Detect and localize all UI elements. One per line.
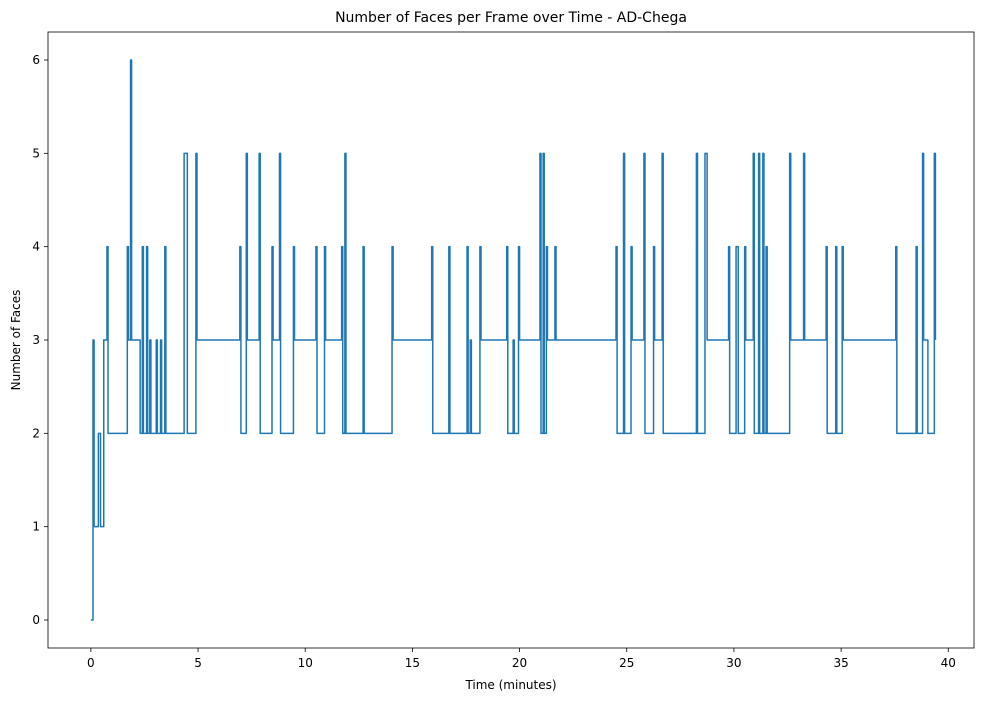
y-tick-label: 6 (32, 53, 40, 67)
x-tick-label: 30 (726, 656, 741, 670)
data-line (90, 59, 937, 621)
y-tick-label: 0 (32, 613, 40, 627)
x-tick-label: 40 (941, 656, 956, 670)
x-tick-label: 5 (194, 656, 202, 670)
y-tick-label: 5 (32, 146, 40, 160)
x-axis-label: Time (minutes) (464, 678, 556, 692)
x-tick-label: 35 (833, 656, 848, 670)
x-tick-label: 0 (87, 656, 95, 670)
x-tick-label: 10 (298, 656, 313, 670)
y-tick-label: 2 (32, 426, 40, 440)
plot-frame (47, 31, 975, 649)
x-tick-label: 15 (405, 656, 420, 670)
y-tick-label: 1 (32, 520, 40, 534)
y-tick-label: 3 (32, 333, 40, 347)
y-axis-label: Number of Faces (9, 290, 23, 391)
y-tick-label: 4 (32, 240, 40, 254)
x-tick-label: 20 (512, 656, 527, 670)
chart-title: Number of Faces per Frame over Time - AD… (335, 10, 687, 26)
x-tick-label: 25 (619, 656, 634, 670)
